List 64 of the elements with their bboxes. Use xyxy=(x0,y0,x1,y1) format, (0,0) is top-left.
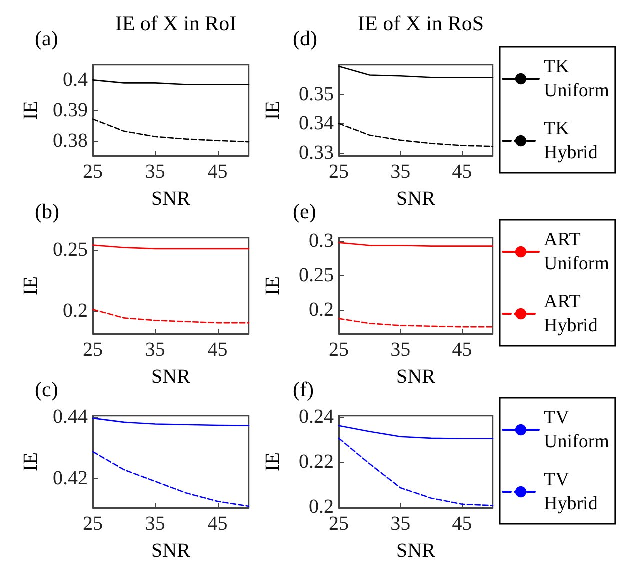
text: (d) xyxy=(293,26,318,50)
text: (f) xyxy=(293,378,314,402)
x-axis-title: SNR xyxy=(152,540,192,562)
y-axis-title: IE xyxy=(262,452,284,472)
y-axis-title: IE xyxy=(20,452,42,472)
text: (a) xyxy=(35,26,58,50)
legend-label: ART Hybrid xyxy=(544,292,598,336)
y-tick-label: 0.39 xyxy=(53,100,88,122)
x-tick-label: 25 xyxy=(83,513,103,535)
text: (b) xyxy=(35,200,60,224)
x-tick-label: 35 xyxy=(390,161,411,183)
legend-label: ART Uniform xyxy=(544,230,610,274)
x-tick-label: 35 xyxy=(390,513,411,535)
legend-label: TV Uniform xyxy=(544,408,610,452)
x-tick-label: 25 xyxy=(83,339,103,361)
line-series xyxy=(92,309,250,324)
y-tick-label: 0.22 xyxy=(299,451,334,473)
y-tick-label: 0.44 xyxy=(53,406,88,428)
legend-label: TK Hybrid xyxy=(544,118,598,164)
x-tick-label: 45 xyxy=(452,513,472,535)
x-axis-title: SNR xyxy=(396,366,436,388)
y-axis-title: IE xyxy=(20,101,42,120)
x-tick-label: 25 xyxy=(83,161,103,183)
x-tick-label: 45 xyxy=(452,339,472,361)
x-tick-label: 35 xyxy=(145,339,166,361)
x-axis-title: SNR xyxy=(396,188,436,210)
y-axis-title: IE xyxy=(262,276,284,296)
chart-title: IE of X in RoS xyxy=(358,12,484,36)
y-tick-label: 0.35 xyxy=(299,83,334,106)
y-tick-label: 0.38 xyxy=(53,130,88,152)
line-series xyxy=(338,318,494,328)
legend-label: TK Uniform xyxy=(544,56,610,102)
x-axis-title: SNR xyxy=(396,540,436,562)
y-tick-label: 0.25 xyxy=(299,264,334,286)
x-tick-label: 35 xyxy=(145,161,166,183)
y-tick-label: 0.2 xyxy=(63,300,88,322)
x-tick-label: 45 xyxy=(452,161,472,183)
x-tick-label: 45 xyxy=(208,513,228,535)
x-tick-label: 45 xyxy=(208,339,228,361)
y-tick-label: 0.24 xyxy=(299,406,334,428)
y-axis-title: IE xyxy=(20,276,42,296)
x-tick-label: 45 xyxy=(208,161,228,183)
y-tick-label: 0.2 xyxy=(309,298,334,321)
text: (c) xyxy=(35,378,58,402)
x-tick-label: 35 xyxy=(145,513,166,535)
x-axis-title: SNR xyxy=(152,366,192,388)
y-tick-label: 0.42 xyxy=(53,467,88,490)
text: (e) xyxy=(293,200,316,224)
x-tick-label: 25 xyxy=(329,339,349,361)
line-series xyxy=(338,438,494,506)
legend-label: TV Hybrid xyxy=(544,470,598,514)
y-axis-title: IE xyxy=(262,101,284,120)
y-tick-label: 0.4 xyxy=(63,69,88,92)
line-series xyxy=(92,418,250,426)
line-series xyxy=(92,118,250,143)
x-axis-title: SNR xyxy=(152,188,192,210)
y-tick-label: 0.3 xyxy=(309,230,334,252)
line-series xyxy=(338,123,494,148)
y-tick-label: 0.25 xyxy=(53,239,88,262)
line-series xyxy=(338,425,494,440)
line-series xyxy=(338,66,494,78)
x-tick-label: 35 xyxy=(390,339,411,361)
chart-title: IE of X in RoI xyxy=(115,12,237,36)
y-tick-label: 0.34 xyxy=(299,112,334,135)
